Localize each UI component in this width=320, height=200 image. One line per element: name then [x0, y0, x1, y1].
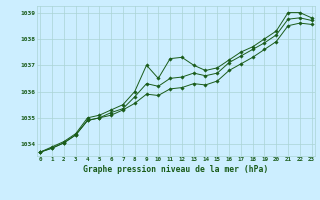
- X-axis label: Graphe pression niveau de la mer (hPa): Graphe pression niveau de la mer (hPa): [84, 165, 268, 174]
